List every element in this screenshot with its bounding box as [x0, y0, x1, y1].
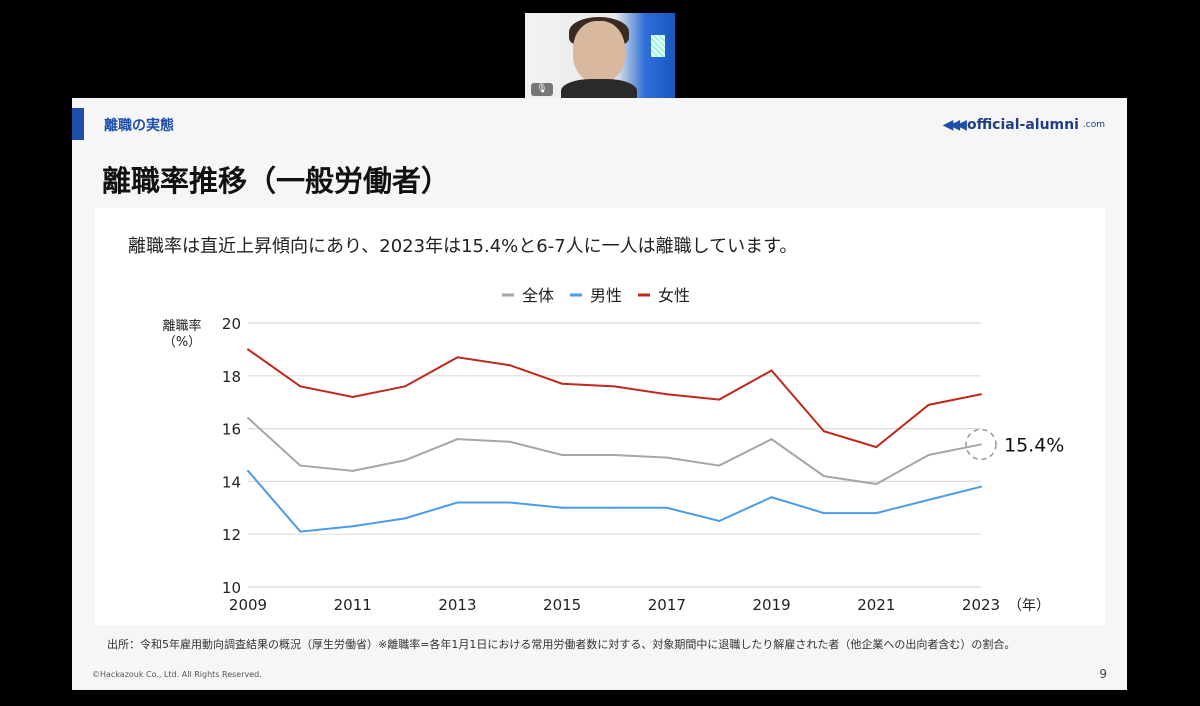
data-point: [718, 398, 721, 401]
data-point: [404, 385, 407, 388]
data-point: [718, 520, 721, 522]
y-tick-label: 16: [222, 421, 241, 439]
lead-text: 離職率は直近上昇傾向にあり、2023年は15.4%と6-7人に一人は離職していま…: [128, 236, 798, 257]
x-tick-label: 2017: [648, 596, 686, 614]
data-point: [561, 382, 564, 385]
data-point: [299, 464, 302, 467]
data-point: [351, 395, 354, 398]
data-point: [980, 443, 982, 446]
data-point: [508, 364, 511, 367]
data-point: [613, 506, 616, 509]
x-tick-label: 2021: [857, 596, 895, 614]
y-tick-label: 20: [222, 315, 241, 333]
copyright: ©Hackazouk Co., Ltd. All Rights Reserved…: [92, 670, 262, 679]
series-line-全体: [247, 417, 982, 486]
data-point: [404, 517, 407, 520]
data-point: [456, 501, 459, 504]
x-axis-unit: （年）: [1008, 598, 1050, 614]
data-point: [613, 454, 616, 456]
annotation-label: 15.4%: [1004, 434, 1064, 456]
series-line-女性: [247, 348, 982, 449]
data-point: [718, 464, 721, 467]
data-point: [247, 417, 249, 420]
legend-label: 全体: [522, 286, 554, 305]
data-point: [980, 485, 982, 488]
data-point: [665, 506, 668, 509]
data-point: [508, 501, 511, 504]
data-point: [404, 459, 407, 462]
x-tick-label: 2011: [334, 596, 372, 614]
x-tick-label: 2019: [752, 596, 790, 614]
data-point: [613, 385, 616, 388]
chart-panel: 離職率は直近上昇傾向にあり、2023年は15.4%と6-7人に一人は離職していま…: [95, 208, 1105, 625]
data-point: [299, 530, 302, 533]
logo-name: official-alumni: [966, 117, 1079, 133]
x-tick-label: 2009: [229, 596, 267, 614]
data-point: [351, 469, 354, 472]
company-logo: ◀◀◀ official-alumni .com: [943, 117, 1105, 133]
data-point: [927, 454, 930, 456]
data-point: [822, 430, 825, 433]
x-tick-label: 2023: [962, 596, 1000, 614]
microphone-icon[interactable]: 🎙: [531, 83, 553, 96]
data-point: [247, 348, 249, 351]
data-point: [770, 438, 773, 441]
participant-body: [561, 79, 637, 98]
data-point: [875, 446, 878, 449]
data-point: [665, 456, 668, 459]
data-point: [822, 512, 825, 515]
data-point: [875, 483, 878, 486]
page-number: 9: [1099, 667, 1107, 681]
x-tick-label: 2015: [543, 596, 581, 614]
data-point: [927, 403, 930, 406]
participant-face: [573, 21, 625, 83]
data-point: [456, 356, 459, 359]
presentation-slide: 離職の実態 ◀◀◀ official-alumni .com 離職率推移（一般労働者…: [72, 98, 1127, 690]
data-point: [456, 438, 459, 441]
logo-suffix: .com: [1082, 120, 1105, 130]
x-tick-label: 2013: [438, 596, 476, 614]
y-axis-unit: （%）: [163, 335, 201, 350]
data-point: [770, 369, 773, 372]
series-line-男性: [247, 470, 982, 533]
y-tick-label: 10: [222, 579, 241, 597]
logo-mark-icon: ◀◀◀: [942, 117, 967, 133]
y-tick-label: 12: [222, 526, 241, 544]
data-point: [927, 498, 930, 501]
data-point: [561, 454, 564, 456]
data-point: [351, 525, 354, 528]
data-point: [875, 512, 878, 515]
section-accent-bar: [72, 108, 84, 140]
data-point: [299, 385, 302, 388]
participant-video: 🎙: [525, 13, 675, 98]
legend-label: 女性: [658, 286, 690, 305]
source-note: 出所：令和5年雇用動向調査結果の概況（厚生労働省）※離職率=各年1月1日における…: [107, 638, 1016, 651]
y-axis-label: 離職率: [162, 318, 201, 334]
data-point: [770, 496, 773, 499]
data-point: [980, 393, 982, 396]
data-point: [822, 475, 825, 478]
data-point: [561, 506, 564, 509]
section-label: 離職の実態: [104, 118, 174, 134]
slide-title: 離職率推移（一般労働者）: [102, 164, 451, 198]
legend-label: 男性: [590, 286, 622, 305]
data-point: [508, 440, 511, 443]
y-tick-label: 18: [222, 368, 241, 386]
data-point: [247, 469, 249, 472]
data-point: [665, 393, 668, 396]
y-tick-label: 14: [222, 473, 241, 491]
highlight-circle: [965, 428, 997, 461]
qr-code: [651, 35, 665, 57]
